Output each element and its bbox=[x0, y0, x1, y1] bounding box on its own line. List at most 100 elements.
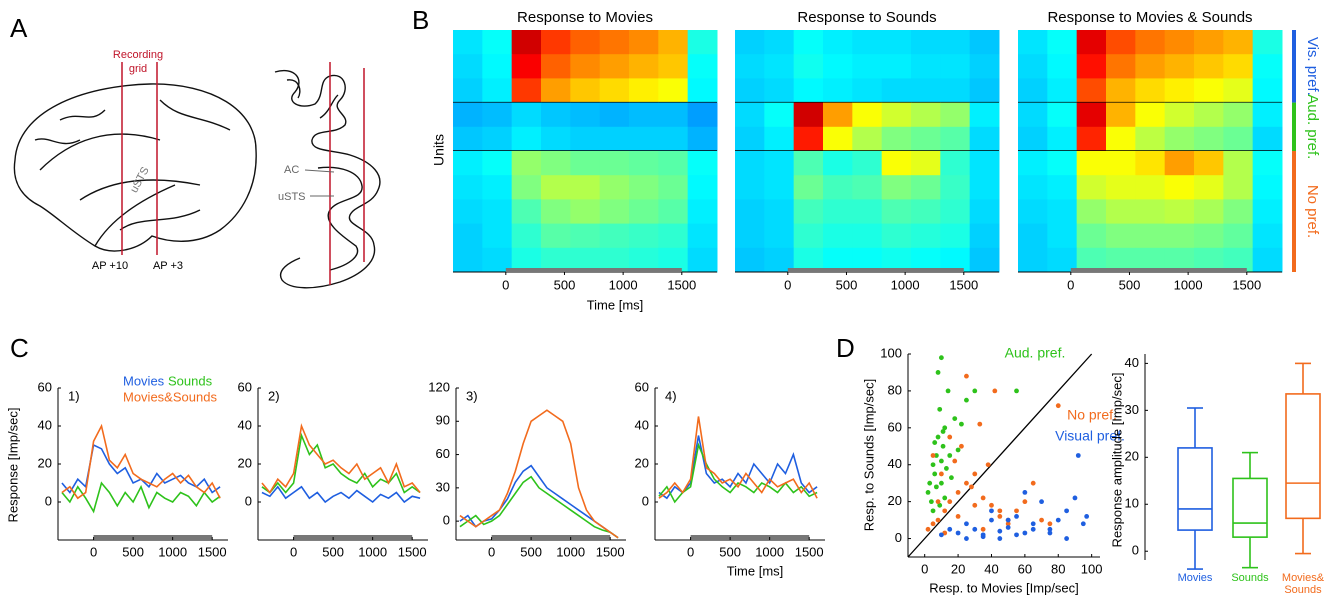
heatmap-cell bbox=[511, 199, 542, 225]
heatmap-cell bbox=[1223, 102, 1254, 128]
box bbox=[1177, 447, 1213, 531]
heatmap-cell bbox=[570, 175, 601, 200]
heatmap-cell bbox=[1018, 30, 1048, 55]
heatmap-cell bbox=[1164, 199, 1195, 225]
y-tick-label: 0 bbox=[443, 513, 450, 528]
y-tick-label: 60 bbox=[635, 379, 649, 394]
heatmap-cell bbox=[764, 78, 795, 104]
heatmap-cell bbox=[687, 151, 718, 176]
scatter-point bbox=[935, 499, 941, 505]
heatmap-cell bbox=[1018, 247, 1048, 273]
heatmap-cell bbox=[735, 126, 765, 152]
scatter-point bbox=[928, 499, 934, 505]
x-tick-label: 0 bbox=[90, 544, 97, 559]
heatmap-cell bbox=[511, 54, 542, 79]
heatmap-cell bbox=[1223, 30, 1254, 55]
panel-number: 3) bbox=[466, 388, 478, 403]
heatmap-cell bbox=[1252, 126, 1283, 152]
heatmap-cell bbox=[687, 175, 718, 200]
heatmap-cell bbox=[482, 223, 513, 249]
heatmap-cell bbox=[453, 78, 483, 104]
heatmap-cell bbox=[911, 54, 941, 79]
scatter-point bbox=[1039, 517, 1044, 523]
heatmap-cell bbox=[1252, 247, 1283, 273]
category-label: Movies& Sounds bbox=[1281, 572, 1325, 596]
heatmap-cell bbox=[453, 102, 483, 128]
heatmap-cell bbox=[735, 199, 765, 225]
heatmap-cell bbox=[940, 199, 971, 225]
scatter-point bbox=[972, 471, 978, 477]
legend-entry: Movies bbox=[123, 373, 165, 388]
heatmap-cell bbox=[969, 199, 1000, 225]
heatmap-cell bbox=[453, 126, 483, 152]
scatter-point bbox=[989, 517, 994, 523]
heatmap-cell bbox=[511, 102, 542, 128]
panel-number: 2) bbox=[268, 388, 280, 403]
series-line bbox=[459, 475, 619, 539]
heatmap-cell bbox=[453, 30, 483, 55]
heatmap-cell bbox=[969, 247, 1000, 273]
box bbox=[1285, 393, 1321, 520]
heatmap-cell bbox=[764, 199, 795, 225]
heatmap-cell bbox=[793, 175, 824, 200]
x-tick-label: 0 bbox=[488, 544, 495, 559]
scatter-point bbox=[927, 480, 933, 486]
heatmap-cell bbox=[541, 54, 571, 79]
heatmap-cell bbox=[735, 247, 765, 273]
y-tick-label: 40 bbox=[1125, 355, 1139, 370]
heatmap-cell bbox=[1194, 175, 1224, 200]
y-tick-label: 20 bbox=[238, 455, 252, 470]
scatter-point bbox=[1022, 490, 1028, 495]
heatmap-cell bbox=[1047, 199, 1078, 225]
pointer bbox=[304, 169, 335, 173]
heatmap-cell bbox=[541, 175, 571, 200]
scatter-point bbox=[952, 416, 958, 421]
heatmap-cell bbox=[969, 223, 1000, 249]
x-tick-label: 1500 bbox=[667, 277, 696, 292]
heatmap-cell bbox=[940, 175, 971, 200]
annotation: uSTS bbox=[278, 191, 306, 203]
panel-title: Response to Sounds bbox=[797, 9, 936, 26]
heatmap-cell bbox=[511, 78, 542, 104]
y-tick-label: 90 bbox=[436, 413, 450, 428]
heatmap-cell bbox=[823, 151, 853, 176]
heatmap-cell bbox=[735, 151, 765, 176]
heatmap-cell bbox=[1076, 54, 1107, 79]
scatter-point bbox=[947, 434, 953, 440]
heatmap-cell bbox=[764, 30, 795, 55]
scatter-point bbox=[1075, 453, 1081, 458]
heatmap-cell bbox=[1164, 175, 1195, 200]
heatmap-cell bbox=[1106, 175, 1136, 200]
heatmap-cell bbox=[599, 78, 630, 104]
heatmap-cell bbox=[570, 199, 601, 225]
scatter-point bbox=[935, 434, 941, 440]
panel-label: B bbox=[412, 5, 429, 35]
heatmap-cell bbox=[1194, 223, 1224, 249]
group-bar bbox=[1292, 151, 1296, 272]
x-tick-label: 1500 bbox=[198, 544, 227, 559]
x-tick-label: 1000 bbox=[358, 544, 387, 559]
heatmap-cell bbox=[823, 223, 853, 249]
heatmap-cell bbox=[881, 54, 912, 79]
heatmap-cell bbox=[599, 223, 630, 249]
heatmap-cell bbox=[1223, 223, 1254, 249]
heatmap-cell bbox=[852, 175, 883, 200]
heatmap-cell bbox=[687, 78, 718, 104]
x-tick-label: 0 bbox=[502, 277, 509, 292]
y-tick-label: 100 bbox=[880, 345, 902, 360]
heatmap-cell bbox=[1018, 78, 1048, 104]
heatmap-cell bbox=[823, 54, 853, 79]
x-tick-label: 1000 bbox=[1174, 277, 1203, 292]
x-tick-label: 500 bbox=[554, 277, 576, 292]
series-line bbox=[61, 423, 221, 500]
heatmap-cell bbox=[1076, 175, 1107, 200]
heatmap-cell bbox=[764, 151, 795, 176]
heatmap-cell bbox=[1164, 78, 1195, 104]
y-tick-label: 120 bbox=[428, 379, 450, 394]
stimulus-bar bbox=[787, 268, 964, 272]
heatmap-cell bbox=[1076, 102, 1107, 128]
heatmap-cell bbox=[453, 151, 483, 176]
scatter-point bbox=[1005, 517, 1011, 523]
heatmap-cell bbox=[1164, 126, 1195, 152]
heatmap-cell bbox=[511, 151, 542, 176]
